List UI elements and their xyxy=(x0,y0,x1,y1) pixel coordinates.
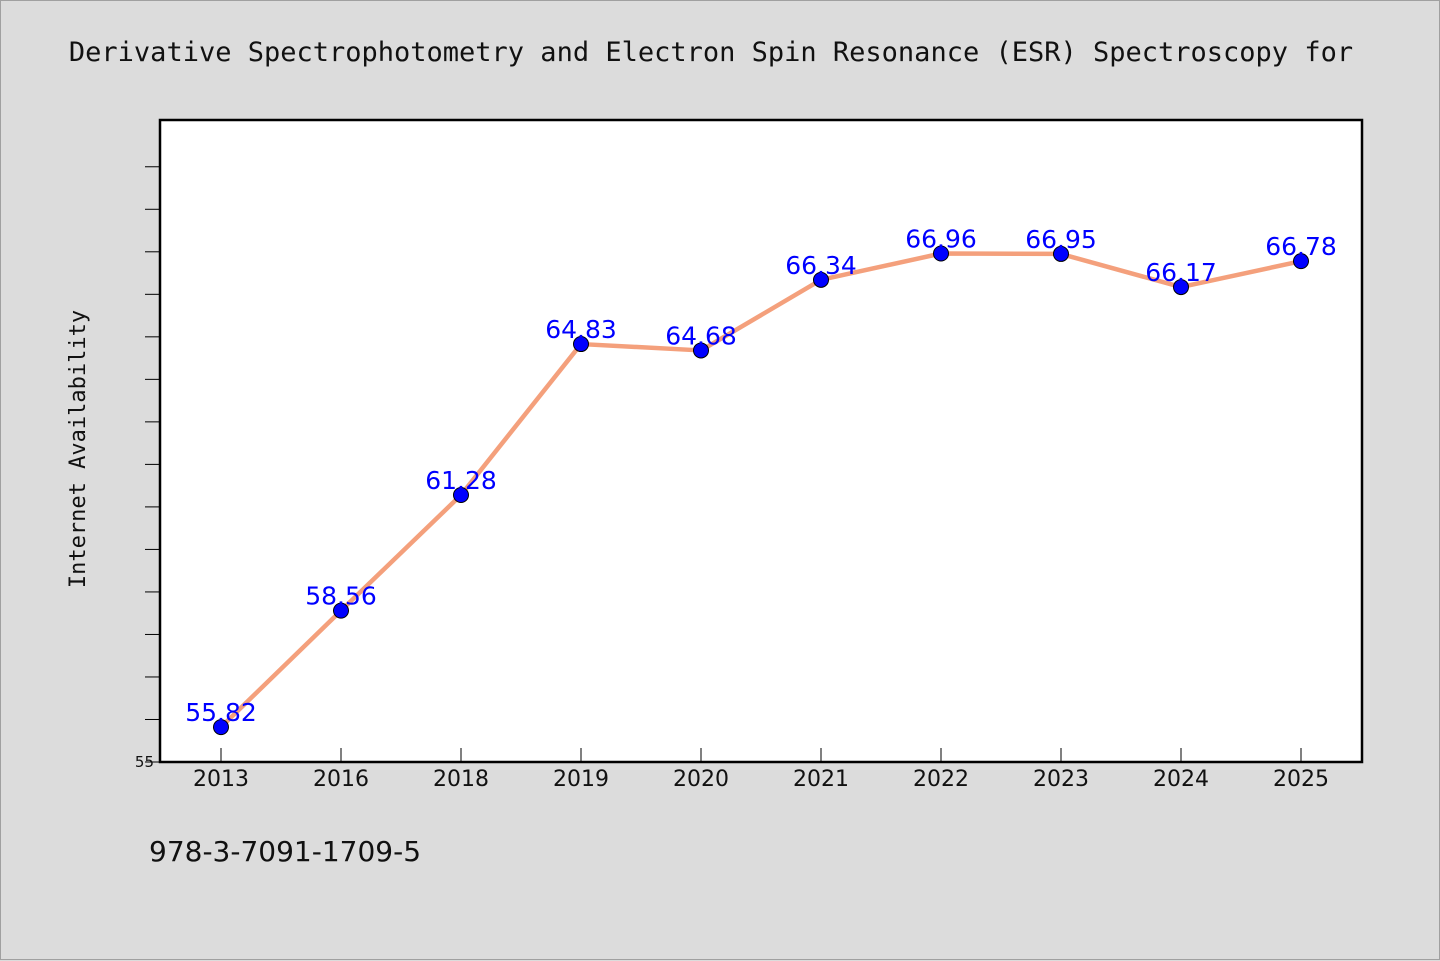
x-tick-label: 2013 xyxy=(193,767,249,792)
data-point xyxy=(1173,279,1189,296)
x-tick-label: 2024 xyxy=(1153,767,1209,792)
data-label: 66.17 xyxy=(1145,258,1217,287)
x-tick-label: 2016 xyxy=(313,767,369,792)
data-point xyxy=(573,336,589,353)
data-point xyxy=(213,719,229,736)
data-point xyxy=(1293,253,1309,270)
chart-title: Derivative Spectrophotometry and Electro… xyxy=(68,37,1354,68)
x-ticks: 2013 2016 2018 2019 2020 2021 2022 2023 2024 2025 xyxy=(193,748,1329,792)
data-label: 58.56 xyxy=(305,582,377,611)
y-ticks: 55 xyxy=(135,166,160,771)
x-tick-label: 2021 xyxy=(793,767,849,792)
x-tick-label: 2025 xyxy=(1273,767,1329,792)
data-label: 66.34 xyxy=(785,251,857,280)
data-point xyxy=(333,602,349,619)
x-tick-label: 2023 xyxy=(1033,767,1089,792)
data-label: 66.95 xyxy=(1025,225,1097,254)
plot-area xyxy=(158,118,1364,764)
data-label: 64.83 xyxy=(545,315,617,344)
data-point xyxy=(453,486,469,503)
data-label: 55.82 xyxy=(185,698,257,727)
data-label: 61.28 xyxy=(425,466,497,495)
x-tick-label: 2020 xyxy=(673,767,729,792)
data-point xyxy=(1053,245,1069,262)
x-tick-label: 2019 xyxy=(553,767,609,792)
x-tick-label: 2022 xyxy=(913,767,969,792)
data-label: 66.78 xyxy=(1265,232,1337,261)
data-point xyxy=(813,271,829,288)
data-label: 66.96 xyxy=(905,225,977,254)
data-point xyxy=(693,342,709,359)
x-tick-label: 2018 xyxy=(433,767,489,792)
y-axis-label: Internet Availability xyxy=(66,310,91,588)
series-line xyxy=(219,251,1302,729)
data-point xyxy=(933,245,949,262)
data-label: 64.68 xyxy=(665,321,737,350)
series-layer: 55.82 58.56 61.28 64.83 64.68 66.34 66.96 66.95… xyxy=(185,225,1337,736)
y-tick-label: 55 xyxy=(135,753,154,771)
isbn-footer: 978-3-7091-1709-5 xyxy=(149,835,422,868)
